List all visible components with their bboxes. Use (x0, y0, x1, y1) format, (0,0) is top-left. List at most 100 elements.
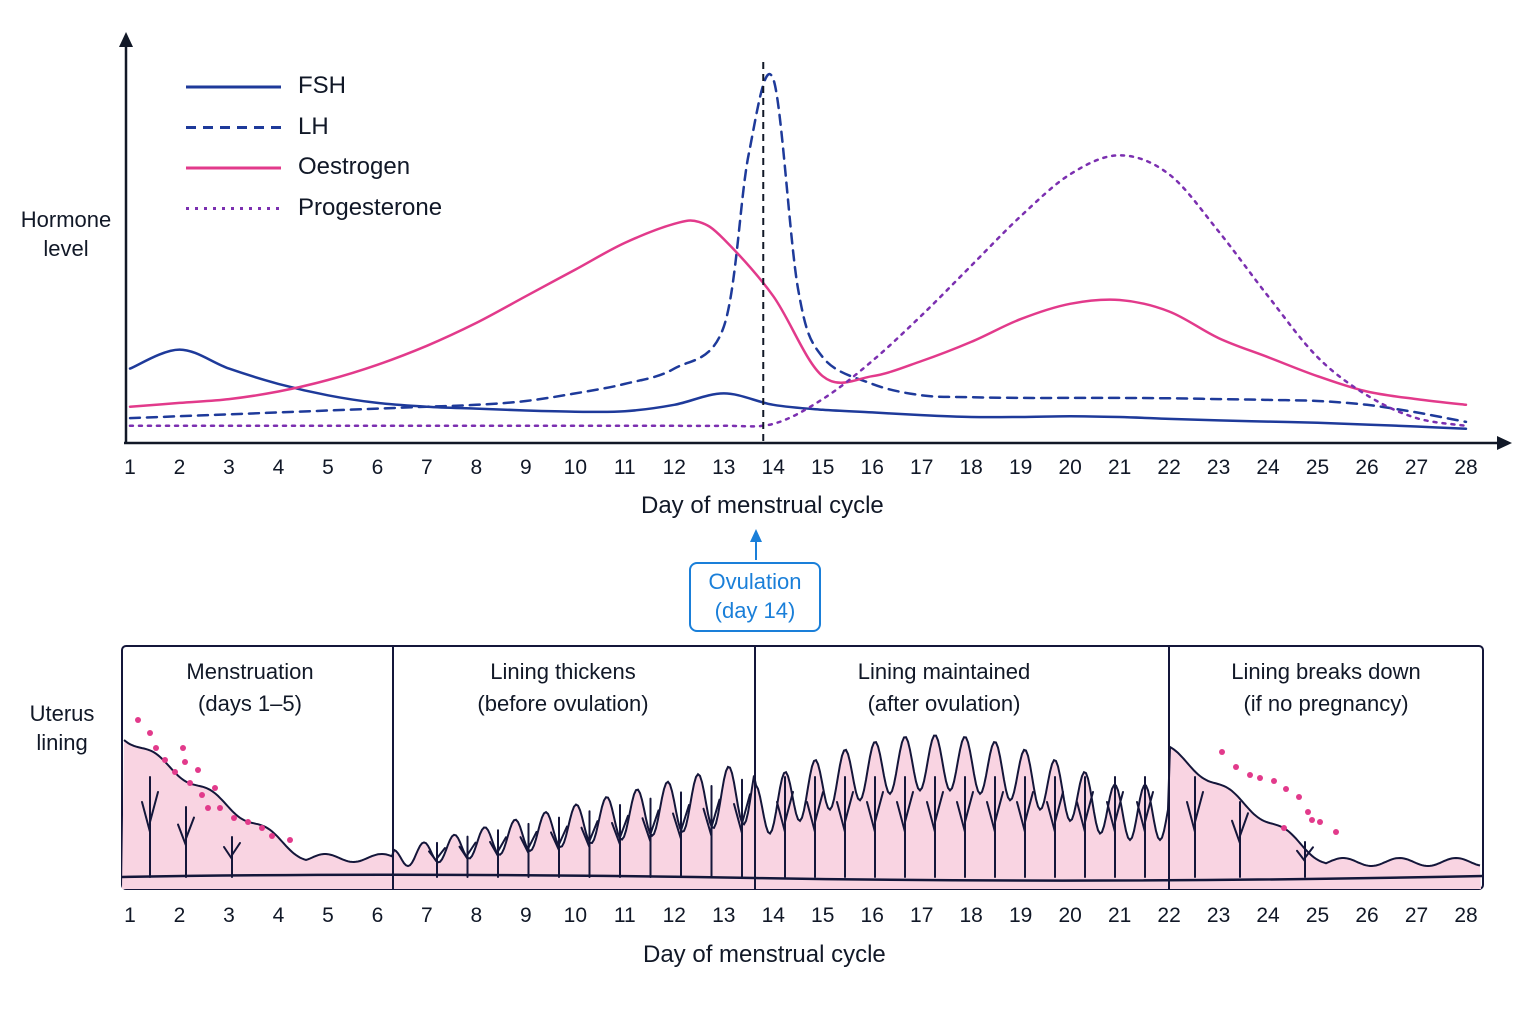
x-axis-label: Day of menstrual cycle (641, 492, 884, 519)
x-tick-label: 10 (563, 456, 588, 479)
blood-dot (269, 833, 275, 839)
blood-dot (182, 759, 188, 765)
blood-dot (1305, 809, 1311, 815)
blood-dot (1233, 764, 1239, 770)
ovulation-label: Ovulation (708, 569, 802, 595)
uterus-x-tick-label: 28 (1454, 904, 1478, 927)
ovulation-callout: Ovulation (day 14) (689, 562, 821, 632)
blood-vessel (986, 776, 1004, 878)
blood-vessel (866, 776, 884, 878)
blood-dot (187, 780, 193, 786)
x-tick-label: 8 (470, 456, 483, 479)
blood-dot (162, 757, 168, 763)
blood-dot (1257, 775, 1263, 781)
uterus-x-tick-label: 14 (761, 904, 785, 927)
phase-label: Lining breaks down (if no pregnancy) (1231, 656, 1421, 720)
legend-label-lh: LH (298, 112, 329, 140)
menstrual-blood-dots (135, 717, 1339, 843)
blood-dot (1247, 772, 1253, 778)
uterus-x-tick-label: 21 (1107, 904, 1132, 927)
blood-vessel (1016, 776, 1034, 878)
phase-title: Lining breaks down (1231, 659, 1421, 684)
phase-label: Menstruation (days 1–5) (186, 656, 313, 720)
x-tick-label: 3 (223, 456, 235, 479)
blood-dot (217, 805, 223, 811)
x-tick-label: 2 (173, 456, 186, 479)
y-axis-label-line2: level (43, 235, 89, 261)
ovulation-arrow-head (750, 529, 762, 542)
blood-dot (1219, 749, 1225, 755)
x-tick-label: 15 (811, 456, 835, 479)
blood-dot (135, 717, 141, 723)
uterus-x-tick-label: 6 (371, 904, 384, 927)
blood-vessel (489, 829, 507, 878)
blood-vessel (776, 776, 794, 878)
phase-title: Lining thickens (490, 659, 636, 684)
series-oestrogen-line (128, 219, 1468, 408)
blood-dot (195, 767, 201, 773)
uterus-x-tick-label: 18 (959, 904, 983, 927)
x-tick-label: 12 (662, 456, 686, 479)
blood-vessel (926, 776, 944, 878)
ovulation-day-label: (day 14) (714, 598, 796, 623)
phase-title: Menstruation (186, 659, 314, 684)
phase-subtitle: (before ovulation) (477, 690, 649, 716)
x-tick-label: 6 (371, 456, 384, 479)
y-axis-label-line1: Hormone (20, 207, 112, 232)
blood-dot (1309, 817, 1315, 823)
blood-vessel (458, 835, 477, 878)
phase-label: Lining maintained (after ovulation) (858, 656, 1030, 720)
uterus-lining-panel (121, 645, 1484, 890)
blood-vessel (733, 778, 751, 878)
blood-dot (1317, 819, 1323, 825)
blood-vessel (836, 776, 854, 878)
legend-label-oestrogen: Oestrogen (298, 153, 411, 180)
blood-vessel (956, 776, 974, 878)
series-fsh-line (128, 348, 1468, 431)
x-tick-label: 18 (959, 456, 983, 479)
x-tick-label: 1 (124, 456, 136, 479)
blood-vessel (806, 776, 824, 878)
phase-label: Lining thickens (before ovulation) (477, 656, 648, 720)
x-tick-label: 17 (910, 456, 934, 479)
uterus-x-tick-label: 27 (1404, 904, 1429, 927)
blood-dot (205, 805, 211, 811)
x-tick-label: 25 (1305, 456, 1330, 479)
y-axis-arrow (119, 32, 133, 47)
hormone-axes (119, 32, 1512, 450)
x-tick-label: 27 (1404, 456, 1429, 479)
x-tick-label: 7 (421, 456, 433, 479)
blood-vessel (702, 785, 721, 878)
x-tick-label: 11 (613, 456, 636, 479)
x-tick-label: 14 (761, 456, 785, 479)
uterus-x-tick-label: 24 (1256, 904, 1280, 927)
uterus-x-tick-label: 22 (1157, 904, 1181, 927)
uterus-x-tick-label: 20 (1058, 904, 1082, 927)
blood-vessel (1046, 776, 1064, 878)
x-tick-label: 13 (712, 456, 736, 479)
uterus-x-tick-label: 26 (1355, 904, 1379, 927)
blood-vessel (1106, 776, 1124, 878)
blood-vessel (177, 806, 195, 878)
blood-dot (245, 819, 251, 825)
uterus-x-tick-label: 11 (613, 904, 636, 927)
x-tick-label: 9 (520, 456, 532, 479)
blood-vessels (141, 776, 1314, 878)
blood-vessel (896, 776, 914, 878)
uterus-x-tick-label: 16 (860, 904, 884, 927)
x-tick-label: 5 (322, 456, 334, 479)
phase-subtitle: (if no pregnancy) (1243, 690, 1409, 716)
blood-dot (153, 745, 159, 751)
hormone-series (128, 62, 1468, 560)
blood-vessel (1231, 801, 1249, 878)
uterus-x-tick-label: 8 (470, 904, 483, 927)
uterus-axis-label: Uterus lining (6, 700, 118, 757)
blood-vessel (141, 776, 159, 878)
blood-dot (259, 825, 265, 831)
x-tick-label: 19 (1008, 456, 1033, 479)
blood-dot (1271, 778, 1277, 784)
uterus-x-axis-label: Day of menstrual cycle (643, 941, 886, 968)
blood-vessel (641, 797, 660, 878)
blood-vessel (580, 810, 599, 878)
